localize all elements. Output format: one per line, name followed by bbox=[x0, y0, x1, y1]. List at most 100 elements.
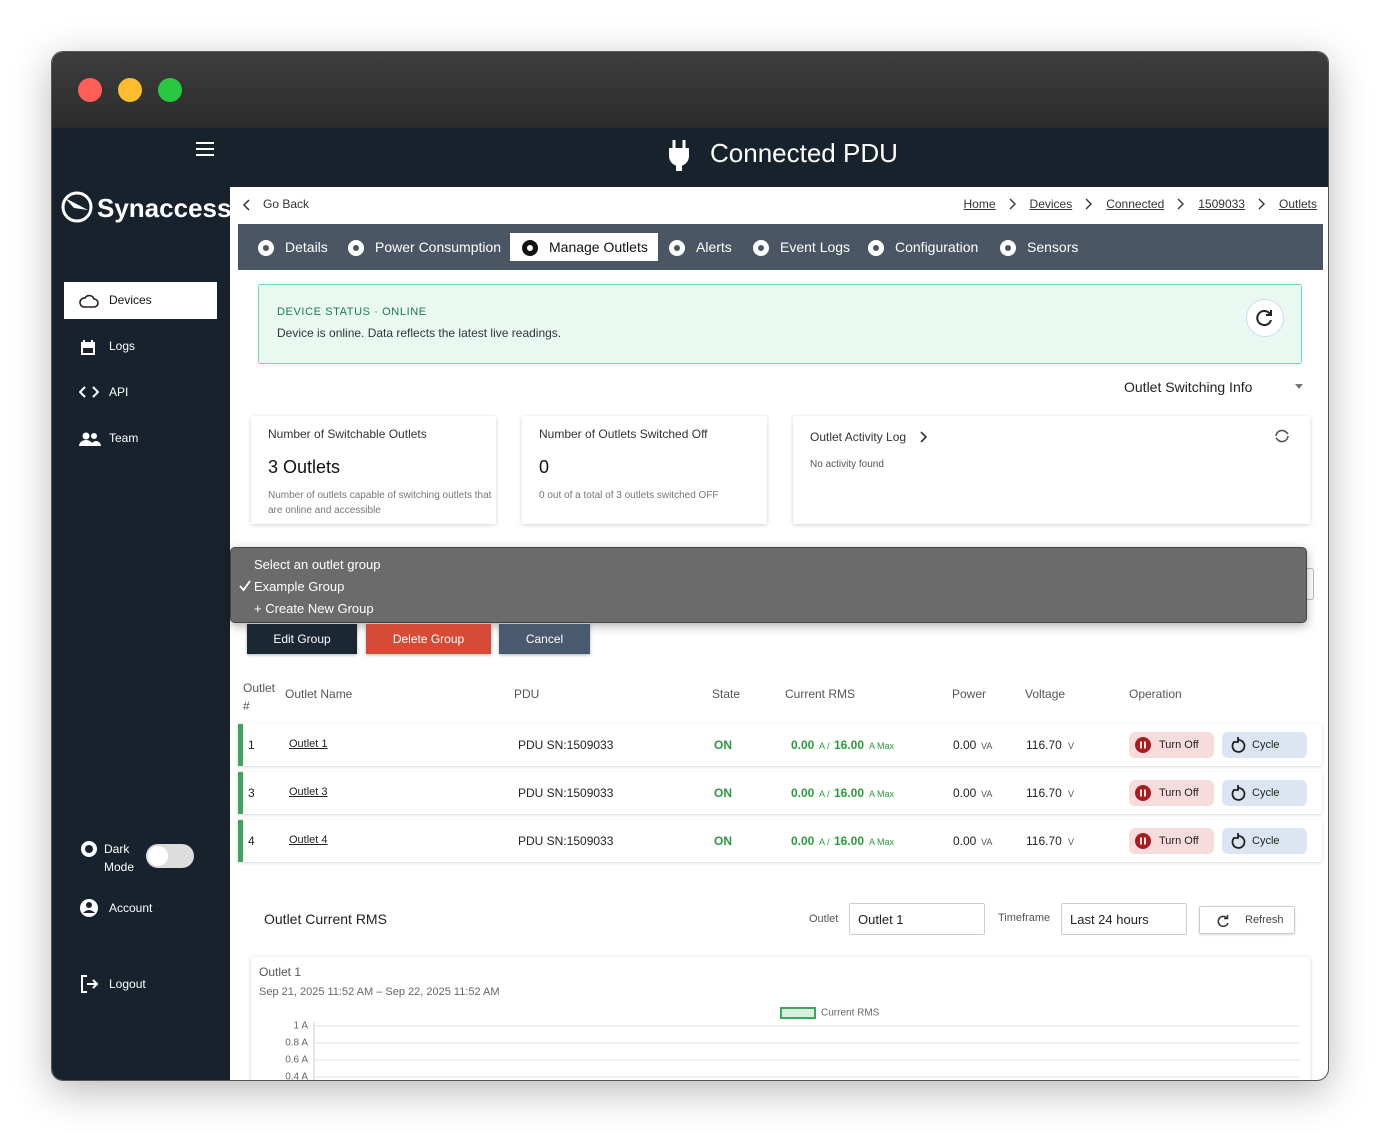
nav-item[interactable]: Team bbox=[109, 431, 139, 445]
account-link[interactable]: Account bbox=[109, 901, 153, 915]
group-button[interactable]: Edit Group bbox=[247, 624, 357, 654]
column-header: State bbox=[712, 687, 741, 701]
group-button[interactable]: Delete Group bbox=[366, 624, 491, 654]
group-option[interactable]: + Create New Group bbox=[254, 601, 374, 616]
header-bar: Connected PDU bbox=[230, 128, 1328, 187]
tab[interactable]: Details bbox=[285, 239, 328, 255]
voltage: 116.70 bbox=[1026, 786, 1062, 800]
cycle-label: Cycle bbox=[1252, 787, 1280, 799]
outlet-input[interactable]: Outlet 1 bbox=[849, 903, 985, 935]
status-box: DEVICE STATUS · ONLINE Device is online.… bbox=[258, 284, 1302, 364]
max-current: 16.00 bbox=[834, 738, 865, 752]
nav-item[interactable]: API bbox=[109, 385, 129, 399]
go-back[interactable]: Go Back bbox=[263, 197, 310, 211]
state: ON bbox=[714, 738, 732, 752]
breadcrumb[interactable]: 1509033 bbox=[1198, 197, 1245, 211]
status-label: DEVICE STATUS · ONLINE bbox=[277, 306, 427, 318]
breadcrumb-sep bbox=[1008, 198, 1018, 212]
sync-icon[interactable] bbox=[1272, 426, 1292, 446]
outlet-number: 1 bbox=[248, 738, 255, 752]
cycle-button[interactable]: Cycle bbox=[1222, 780, 1307, 806]
cycle-button[interactable]: Cycle bbox=[1222, 828, 1307, 854]
tab-icon bbox=[347, 239, 365, 261]
turn-off-button[interactable]: Turn Off bbox=[1129, 732, 1214, 758]
tab[interactable]: Power Consumption bbox=[375, 239, 502, 255]
outlet-value: Outlet 1 bbox=[858, 912, 904, 927]
breadcrumb[interactable]: Devices bbox=[1029, 197, 1073, 211]
dark-mode-toggle[interactable] bbox=[146, 844, 194, 868]
turn-off-button[interactable]: Turn Off bbox=[1129, 780, 1214, 806]
card-note: 0 out of a total of 3 outlets switched O… bbox=[539, 490, 719, 501]
breadcrumb[interactable]: Home bbox=[963, 197, 996, 211]
dark-mode-label: Dark Mode bbox=[104, 842, 135, 874]
breadcrumb[interactable]: Outlets bbox=[1278, 197, 1317, 211]
title-bar bbox=[52, 52, 1328, 128]
cycle-label: Cycle bbox=[1252, 739, 1280, 751]
activity-card: Outlet Activity Log No activity found bbox=[793, 416, 1310, 524]
status-message: Device is online. Data reflects the late… bbox=[277, 326, 562, 340]
group-option[interactable]: Select an outlet group bbox=[254, 557, 381, 572]
nav-icon bbox=[79, 431, 101, 451]
minimize-dot[interactable] bbox=[118, 78, 142, 102]
outlet-name[interactable]: Outlet 3 bbox=[289, 786, 328, 798]
table-row: 4 Outlet 4 PDU SN:1509033 ON 0.00 A / 16.00 A M… bbox=[238, 820, 1322, 862]
tab[interactable]: Event Logs bbox=[780, 239, 851, 255]
breadcrumb[interactable]: Connected bbox=[1106, 197, 1165, 211]
legend-label: Current RMS bbox=[821, 1008, 880, 1019]
tab-icon bbox=[752, 239, 770, 261]
caret bbox=[1295, 384, 1303, 389]
logout-link[interactable]: Logout bbox=[109, 977, 146, 991]
group-option[interactable]: Example Group bbox=[254, 579, 345, 594]
brand-logo bbox=[61, 191, 93, 223]
zoom-dot[interactable] bbox=[158, 78, 182, 102]
outlet-name[interactable]: Outlet 1 bbox=[289, 738, 328, 750]
card-title: Number of Outlets Switched Off bbox=[539, 427, 708, 441]
power: 0.00 bbox=[953, 834, 977, 848]
activity-title[interactable]: Outlet Activity Log bbox=[810, 430, 907, 444]
outlet-number: 3 bbox=[248, 786, 255, 800]
tab-icon bbox=[999, 239, 1017, 261]
cycle-button[interactable]: Cycle bbox=[1222, 732, 1307, 758]
dark-mode-icon bbox=[81, 841, 97, 857]
card-title: Number of Switchable Outlets bbox=[268, 427, 427, 441]
group-button[interactable]: Cancel bbox=[499, 624, 590, 654]
turn-off-button[interactable]: Turn Off bbox=[1129, 828, 1214, 854]
cycle-icon bbox=[1229, 736, 1247, 758]
voltage-unit: V bbox=[1068, 789, 1075, 799]
column-header: Current RMS bbox=[785, 687, 856, 701]
nav-item[interactable]: Logs bbox=[109, 339, 136, 353]
current-unit: A / bbox=[819, 837, 830, 847]
current: 0.00 bbox=[791, 738, 815, 752]
menu-icon[interactable] bbox=[194, 140, 216, 158]
switching-info-select[interactable]: Outlet Switching Info bbox=[1124, 379, 1253, 395]
breadcrumb-sep bbox=[1084, 198, 1094, 212]
column-header: Outlet # bbox=[243, 681, 276, 713]
max-unit: A Max bbox=[869, 789, 895, 799]
timeframe-input[interactable]: Last 24 hours bbox=[1061, 903, 1187, 935]
refresh-button[interactable]: Refresh bbox=[1199, 906, 1295, 934]
close-dot[interactable] bbox=[78, 78, 102, 102]
tab-icon bbox=[521, 239, 539, 261]
tab-icon bbox=[668, 239, 686, 261]
outlet-name[interactable]: Outlet 4 bbox=[289, 834, 328, 846]
voltage-unit: V bbox=[1068, 741, 1075, 751]
card-note: Number of outlets capable of switching o… bbox=[268, 490, 492, 516]
status-refresh[interactable] bbox=[1246, 299, 1284, 337]
stat-card: Number of Switchable Outlets 3 Outlets Num… bbox=[251, 416, 496, 524]
table-row: 1 Outlet 1 PDU SN:1509033 ON 0.00 A / 16.00 A M… bbox=[238, 724, 1322, 766]
column-header: Power bbox=[952, 687, 987, 701]
tab[interactable]: Sensors bbox=[1027, 239, 1079, 255]
y-tick-label: 0.4 A bbox=[285, 1072, 308, 1081]
tab[interactable]: Configuration bbox=[895, 239, 979, 255]
column-header: Voltage bbox=[1025, 687, 1066, 701]
group-dropdown: Select an outlet group Example Group + Cre… bbox=[230, 547, 1307, 623]
cycle-icon bbox=[1229, 832, 1247, 854]
chart-card: Outlet 1 Sep 21, 2025 11:52 AM – Sep 22,… bbox=[251, 957, 1310, 1081]
current-unit: A / bbox=[819, 789, 830, 799]
pdu: PDU SN:1509033 bbox=[518, 738, 614, 752]
nav-item[interactable]: Devices bbox=[109, 293, 152, 307]
tab[interactable]: Manage Outlets bbox=[549, 239, 648, 255]
tab[interactable]: Alerts bbox=[696, 239, 732, 255]
pause-icon bbox=[1135, 833, 1151, 853]
chevron bbox=[920, 431, 928, 443]
